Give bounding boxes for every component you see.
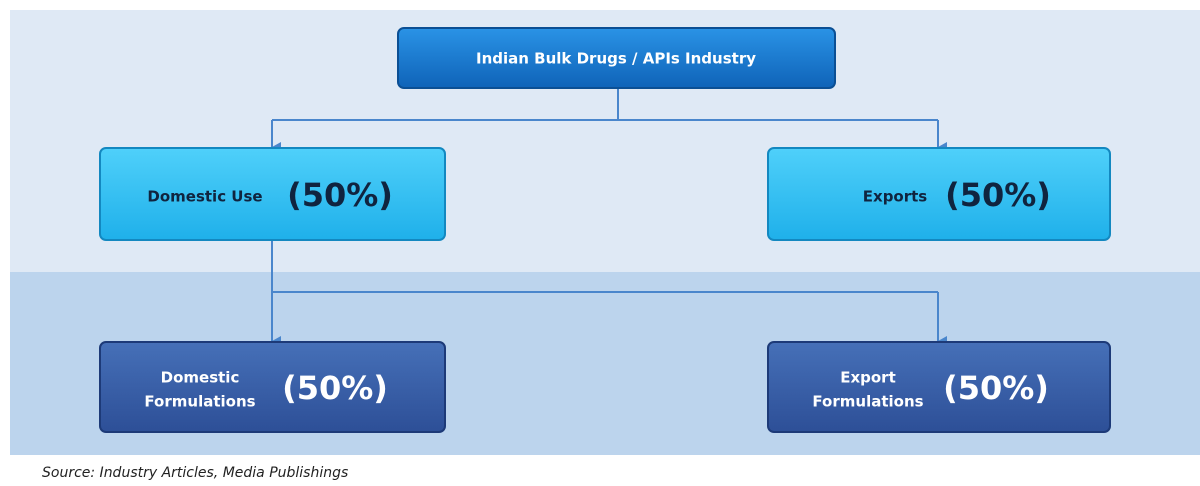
node-box bbox=[99, 147, 446, 241]
node-share: (50%) bbox=[943, 369, 1049, 407]
node-label: Formulations bbox=[812, 393, 923, 411]
node-box bbox=[767, 341, 1111, 433]
connectors bbox=[271, 88, 947, 346]
node-label: Indian Bulk Drugs / APIs Industry bbox=[476, 50, 756, 68]
node-box bbox=[767, 147, 1111, 241]
node-label: Domestic bbox=[161, 369, 240, 387]
node-label: Exports bbox=[863, 188, 928, 206]
node-label: Formulations bbox=[144, 393, 255, 411]
node-label: Export bbox=[840, 369, 896, 387]
node-share: (50%) bbox=[282, 369, 388, 407]
node-share: (50%) bbox=[287, 176, 393, 214]
node-box bbox=[99, 341, 446, 433]
node-share: (50%) bbox=[945, 176, 1051, 214]
node-label: Domestic Use bbox=[147, 188, 262, 206]
node-box bbox=[397, 27, 836, 89]
source-note: Source: Industry Articles, Media Publish… bbox=[42, 465, 348, 481]
